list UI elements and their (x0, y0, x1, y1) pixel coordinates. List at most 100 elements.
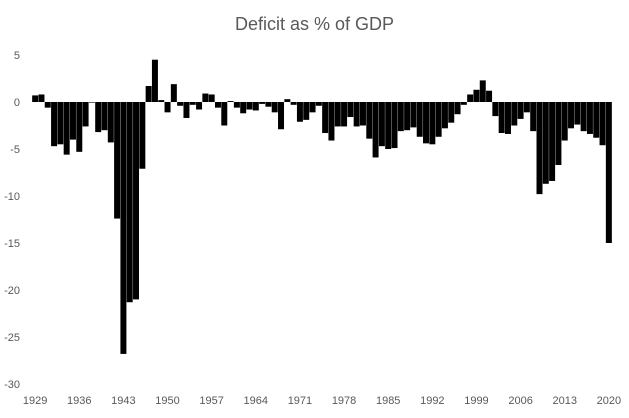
bar-1958 (214, 102, 221, 108)
bar-1929 (32, 95, 39, 102)
bar-1953 (183, 102, 190, 118)
bar-2016 (580, 102, 587, 132)
bar-1976 (328, 102, 335, 141)
x-tick-label: 2020 (597, 395, 621, 407)
bar-2006 (517, 102, 524, 119)
bar-1960 (227, 101, 234, 102)
bar-1984 (378, 102, 385, 147)
bar-1950 (164, 102, 171, 113)
x-tick-label: 1943 (111, 395, 135, 407)
chart-title: Deficit as % of GDP (234, 14, 395, 34)
bar-1993 (435, 102, 442, 137)
bar-1968 (278, 102, 285, 130)
bar-1931 (44, 102, 51, 108)
bar-2002 (492, 102, 499, 117)
bar-1963 (246, 102, 253, 110)
bar-1999 (473, 89, 480, 102)
bar-1932 (51, 102, 58, 147)
bar-1930 (38, 94, 45, 102)
x-tick-label: 2006 (508, 395, 532, 407)
bar-1954 (189, 102, 196, 105)
bar-1937 (82, 102, 89, 127)
bar-1982 (366, 102, 373, 139)
y-tick-label: -25 (4, 332, 20, 344)
bar-1962 (240, 102, 247, 114)
y-tick-label: 0 (14, 97, 20, 109)
y-tick-label: -15 (4, 238, 20, 250)
x-tick-label: 2013 (552, 395, 576, 407)
y-tick-label: -5 (10, 144, 20, 156)
bar-2012 (555, 102, 562, 165)
bar-2011 (549, 102, 556, 181)
bar-1988 (404, 102, 411, 131)
bar-2003 (498, 102, 505, 134)
bar-1947 (145, 86, 152, 102)
bar-1997 (460, 102, 467, 105)
bar-1989 (410, 102, 417, 128)
bar-1944 (126, 102, 133, 303)
bar-1980 (353, 102, 360, 127)
bar-1992 (429, 102, 436, 145)
bar-1940 (101, 102, 108, 131)
bar-1970 (290, 102, 297, 105)
bar-1949 (158, 100, 165, 102)
bar-1945 (133, 102, 140, 300)
bar-1936 (76, 102, 83, 152)
bar-1938 (88, 102, 95, 103)
bar-1979 (347, 102, 354, 118)
bar-1934 (63, 102, 70, 155)
x-tick-label: 1978 (332, 395, 356, 407)
x-tick-label: 1957 (199, 395, 223, 407)
bar-1951 (170, 84, 177, 102)
bar-1967 (271, 102, 278, 113)
bar-1961 (233, 102, 240, 108)
bar-1975 (322, 102, 329, 134)
bar-1941 (107, 102, 114, 143)
bar-2017 (586, 102, 593, 134)
bar-1995 (448, 102, 455, 123)
bar-2013 (561, 102, 568, 141)
bar-1987 (397, 102, 404, 132)
bar-1996 (454, 102, 461, 115)
bar-1948 (151, 59, 158, 102)
bar-1986 (391, 102, 398, 149)
bar-1933 (57, 102, 64, 145)
bar-2010 (542, 102, 549, 184)
bar-1983 (372, 102, 379, 158)
bar-1985 (385, 102, 392, 149)
bar-1990 (416, 102, 423, 137)
bar-2007 (523, 102, 530, 113)
bar-1971 (296, 102, 303, 122)
bar-1974 (315, 102, 322, 106)
bar-1964 (252, 102, 259, 111)
bar-1946 (139, 102, 146, 169)
x-tick-label: 1964 (244, 395, 268, 407)
bar-1955 (196, 102, 203, 110)
bar-2000 (479, 80, 486, 102)
bar-1956 (202, 93, 209, 102)
y-tick-label: 5 (14, 50, 20, 62)
bar-2009 (536, 102, 543, 195)
bar-1972 (303, 102, 310, 120)
x-tick-label: 1999 (464, 395, 488, 407)
bar-1998 (467, 94, 474, 102)
x-tick-label: 1992 (420, 395, 444, 407)
x-tick-label: 1936 (67, 395, 91, 407)
bar-1994 (441, 102, 448, 129)
y-tick-label: -10 (4, 191, 20, 203)
bar-1981 (359, 102, 366, 126)
bar-2019 (599, 102, 606, 146)
bar-1939 (95, 102, 102, 133)
x-tick-label: 1950 (155, 395, 179, 407)
bar-1957 (208, 94, 215, 102)
bar-1977 (334, 102, 341, 127)
bar-2008 (530, 102, 537, 132)
bar-1943 (120, 102, 127, 354)
bar-1959 (221, 102, 228, 126)
x-tick-label: 1985 (376, 395, 400, 407)
x-tick-label: 1971 (288, 395, 312, 407)
x-tick-label: 1929 (23, 395, 47, 407)
bar-1935 (69, 102, 76, 140)
